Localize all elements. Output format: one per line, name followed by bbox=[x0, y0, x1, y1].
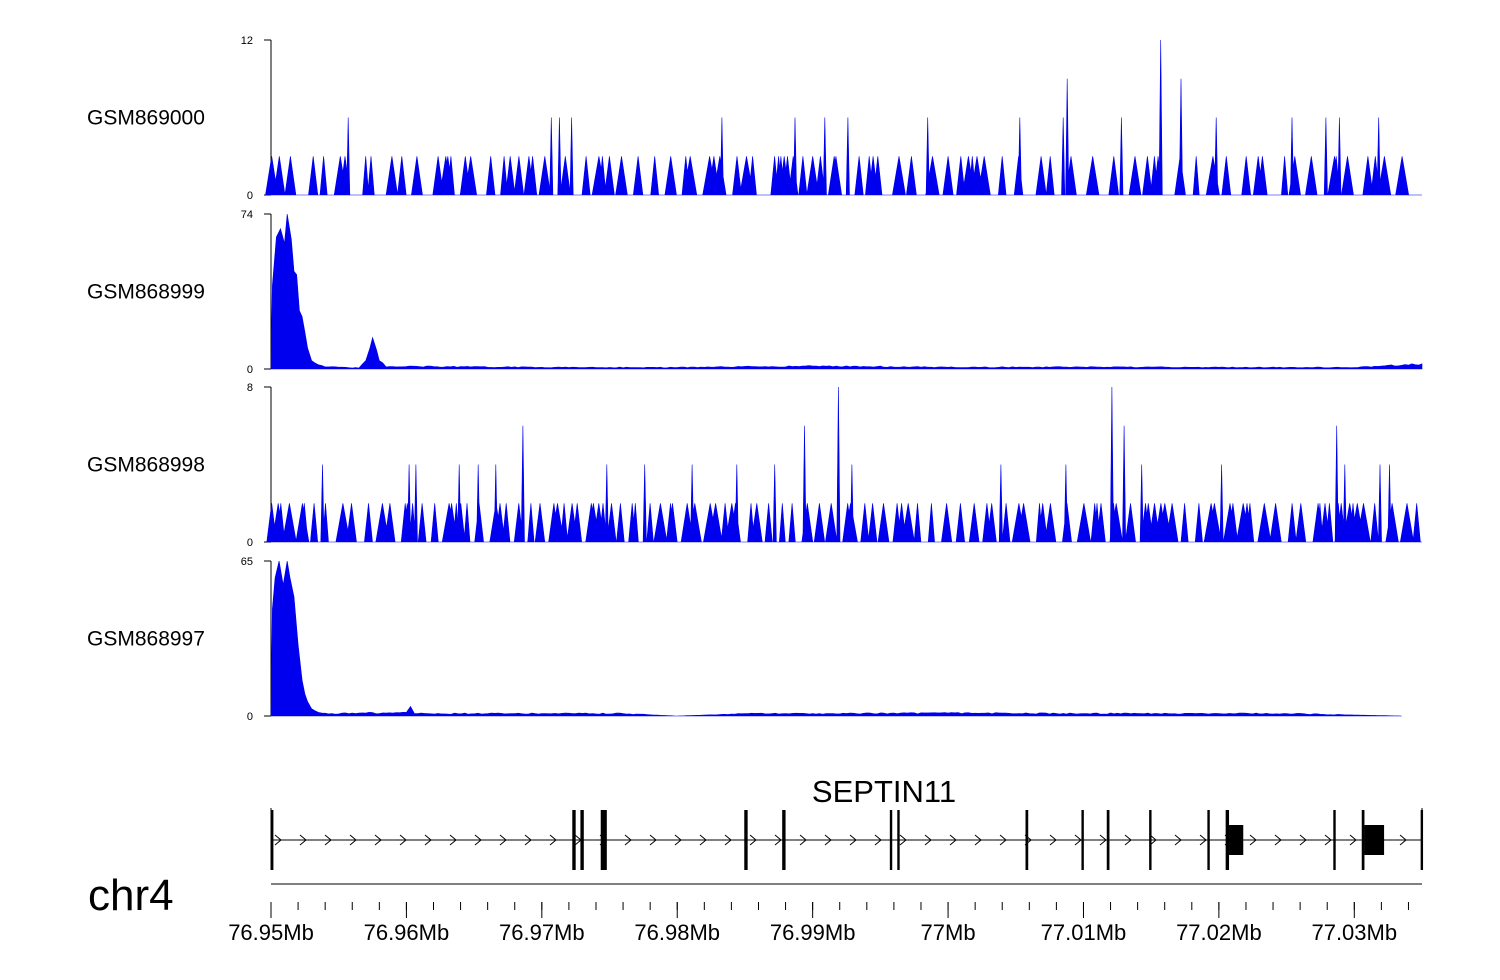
strand-arrow bbox=[349, 834, 357, 846]
axis-tick-label: 77.03Mb bbox=[1311, 920, 1397, 945]
track-GSM868998: GSM868998 8 0 bbox=[87, 382, 1422, 549]
strand-arrow bbox=[824, 834, 832, 846]
y-min-label: 0 bbox=[247, 537, 253, 549]
strand-arrow bbox=[1249, 834, 1257, 846]
y-min-label: 0 bbox=[247, 190, 253, 202]
strand-arrow bbox=[1049, 834, 1057, 846]
strand-arrow bbox=[674, 834, 682, 846]
strand-arrow bbox=[649, 834, 657, 846]
exon bbox=[580, 810, 584, 870]
coverage-area bbox=[266, 386, 1422, 543]
strand-arrow bbox=[424, 834, 432, 846]
exon bbox=[744, 810, 748, 870]
exon bbox=[1149, 810, 1152, 870]
strand-arrow bbox=[999, 834, 1007, 846]
strand-arrow bbox=[974, 834, 982, 846]
exon bbox=[1333, 810, 1336, 870]
exon bbox=[1025, 810, 1029, 870]
strand-arrow bbox=[749, 834, 757, 846]
y-min-label: 0 bbox=[247, 364, 253, 376]
track-GSM868999: GSM868999 74 0 bbox=[87, 209, 1423, 376]
strand-arrow bbox=[549, 834, 557, 846]
strand-arrow bbox=[724, 834, 732, 846]
y-max-label: 65 bbox=[241, 556, 253, 568]
exon bbox=[782, 810, 786, 870]
exon bbox=[1106, 810, 1110, 870]
strand-arrow bbox=[1324, 834, 1332, 846]
strand-arrow bbox=[1399, 834, 1407, 846]
strand-arrow bbox=[774, 834, 782, 846]
chromosome-label: chr4 bbox=[88, 871, 174, 920]
strand-arrow bbox=[1149, 834, 1157, 846]
strand-arrow bbox=[899, 834, 907, 846]
exon bbox=[1229, 825, 1244, 855]
y-max-label: 8 bbox=[247, 382, 253, 394]
genome-axis: 76.95Mb 76.96Mb 76.97Mb 76.98Mb 76.99Mb 77Mb 7… bbox=[228, 883, 1422, 945]
coverage-area bbox=[270, 213, 1423, 370]
track-label: GSM869000 bbox=[87, 107, 205, 130]
track-GSM869000: GSM869000 12 0 bbox=[87, 35, 1422, 202]
exon bbox=[1364, 825, 1385, 855]
strand-arrow bbox=[1274, 834, 1282, 846]
strand-arrow bbox=[324, 834, 332, 846]
exon bbox=[572, 810, 576, 870]
y-min-label: 0 bbox=[247, 711, 253, 723]
coverage-area bbox=[265, 39, 1422, 196]
coverage-area bbox=[270, 560, 1402, 717]
strand-arrow bbox=[1124, 834, 1132, 846]
exon bbox=[271, 810, 274, 870]
y-max-label: 74 bbox=[241, 209, 253, 221]
strand-arrow bbox=[499, 834, 507, 846]
strand-arrow bbox=[1299, 834, 1307, 846]
strand-arrow bbox=[874, 834, 882, 846]
strand-arrow bbox=[924, 834, 932, 846]
strand-arrow bbox=[474, 834, 482, 846]
track-GSM868997: GSM868997 65 0 bbox=[87, 556, 1402, 723]
strand-arrow bbox=[274, 834, 282, 846]
strand-arrow bbox=[1074, 834, 1082, 846]
strand-arrow bbox=[849, 834, 857, 846]
strand-arrow bbox=[399, 834, 407, 846]
strand-arrow bbox=[299, 834, 307, 846]
axis-tick-label: 77.01Mb bbox=[1041, 920, 1127, 945]
strand-arrow bbox=[449, 834, 457, 846]
exon bbox=[1081, 810, 1084, 870]
strand-arrow bbox=[1099, 834, 1107, 846]
axis-tick-label: 76.96Mb bbox=[364, 920, 450, 945]
axis-tick-label: 77Mb bbox=[921, 920, 976, 945]
axis-tick-label: 76.99Mb bbox=[770, 920, 856, 945]
data-tracks: GSM869000120GSM868999740GSM86899880GSM86… bbox=[87, 35, 1423, 723]
y-max-label: 12 bbox=[241, 35, 253, 47]
track-label: GSM868997 bbox=[87, 628, 205, 651]
axis-tick-label: 76.95Mb bbox=[228, 920, 314, 945]
strand-arrow bbox=[1174, 834, 1182, 846]
strand-arrow bbox=[949, 834, 957, 846]
strand-arrow bbox=[1199, 834, 1207, 846]
gene-annotation-track: SEPTIN11 bbox=[270, 774, 1424, 870]
track-label: GSM868999 bbox=[87, 281, 205, 304]
exon bbox=[889, 810, 893, 870]
exon bbox=[1361, 810, 1365, 870]
axis-tick-label: 76.97Mb bbox=[499, 920, 585, 945]
exon bbox=[1207, 810, 1210, 870]
gene-name-label: SEPTIN11 bbox=[812, 774, 956, 809]
strand-arrow bbox=[799, 834, 807, 846]
exon bbox=[897, 810, 900, 870]
strand-arrow bbox=[374, 834, 382, 846]
track-label: GSM868998 bbox=[87, 454, 205, 477]
axis-tick-label: 76.98Mb bbox=[634, 920, 720, 945]
axis-tick-label: 77.02Mb bbox=[1176, 920, 1262, 945]
strand-arrow bbox=[624, 834, 632, 846]
strand-arrow bbox=[1349, 834, 1357, 846]
strand-arrow bbox=[524, 834, 532, 846]
strand-arrow bbox=[699, 834, 707, 846]
exon bbox=[600, 810, 607, 870]
exon bbox=[1225, 810, 1230, 870]
